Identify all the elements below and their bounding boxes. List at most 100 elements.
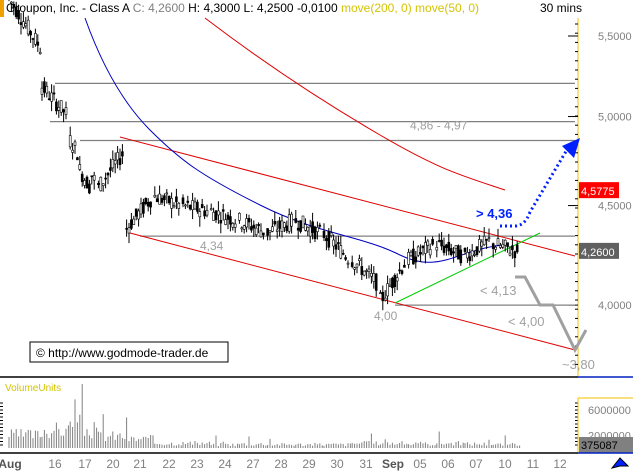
candle (311, 221, 314, 233)
candle (209, 208, 213, 211)
candle (501, 243, 505, 248)
x-tick-label: 17 (78, 457, 92, 471)
candle (468, 256, 472, 261)
candle (22, 21, 25, 28)
candle (280, 220, 284, 232)
candle (252, 224, 256, 229)
candle (278, 220, 281, 229)
candle (447, 241, 451, 252)
candle (473, 254, 476, 256)
candle (499, 245, 502, 248)
candle (271, 226, 274, 232)
y-tick-label: 4,0000 (598, 300, 632, 312)
x-tick-label: 29 (302, 457, 316, 471)
candle (257, 224, 260, 227)
ma200-price-tag (579, 182, 619, 199)
candle (34, 33, 37, 45)
candle (329, 232, 333, 236)
candle (184, 204, 187, 207)
ma200-line (204, 17, 506, 191)
candle (219, 220, 223, 224)
candle (426, 240, 430, 246)
bull-trigger-label: > 4,36 (476, 206, 513, 221)
candle (362, 270, 366, 276)
candle (437, 240, 441, 242)
x-tick-label: Aug (0, 457, 22, 471)
candle (398, 269, 401, 272)
candle (485, 239, 488, 241)
candle (99, 176, 103, 192)
candle (358, 258, 361, 261)
candle (12, 4, 16, 8)
candle (372, 273, 376, 282)
candle (45, 86, 49, 94)
candle (515, 244, 519, 253)
candle (26, 19, 30, 35)
high-label: H: (188, 1, 201, 15)
x-tick-label: 11 (527, 457, 540, 471)
ma200-legend: move(200, 0) (340, 1, 412, 15)
candle (440, 239, 443, 247)
candle (475, 246, 479, 256)
candle (203, 210, 206, 217)
candle (43, 81, 46, 93)
x-tick-label: 06 (441, 457, 455, 471)
candle (393, 275, 397, 287)
candle (445, 244, 448, 248)
candle (457, 245, 460, 260)
candle (388, 284, 392, 287)
candle (487, 237, 491, 240)
candle (339, 245, 343, 259)
watermark: © http://www.godmode-trader.de (36, 346, 209, 360)
candle (360, 266, 364, 275)
candle (511, 245, 514, 251)
candle (367, 268, 371, 272)
candle (334, 244, 338, 250)
support-trendline (394, 232, 541, 304)
candle (40, 87, 44, 95)
candle (262, 232, 265, 236)
bear-trigger-label: < 4,13 (480, 283, 517, 298)
candle (409, 251, 413, 257)
candle (139, 203, 143, 215)
candle (88, 183, 91, 194)
draw-tool-icon[interactable] (610, 457, 630, 469)
timeframe[interactable]: 30 mins (540, 1, 583, 15)
candle (491, 243, 495, 249)
volume-label: VolumeUnits (5, 383, 61, 394)
candle (322, 230, 326, 238)
ma50-line (84, 17, 506, 263)
candle (424, 242, 427, 254)
candle (350, 262, 354, 267)
candle (73, 141, 77, 146)
candle (92, 175, 96, 181)
candle (395, 277, 399, 282)
candle (172, 205, 176, 208)
ma50-legend: move(50, 0) (415, 1, 480, 15)
candle (158, 193, 161, 205)
candle (198, 211, 202, 218)
candle (337, 242, 340, 245)
candle (137, 210, 140, 220)
x-tick-label: 10 (498, 457, 512, 471)
candle (59, 100, 63, 113)
candle (355, 263, 359, 268)
candle (29, 31, 32, 36)
candle (38, 51, 42, 55)
candle (36, 41, 40, 46)
candle (238, 212, 241, 221)
candle (109, 167, 112, 171)
x-tick-label: 28 (274, 457, 288, 471)
bull-scenario-arrow (500, 147, 570, 228)
candle (170, 198, 173, 209)
x-tick-label: 21 (133, 457, 147, 471)
level-label: 4,86 - 4,97 (410, 118, 468, 132)
candle (78, 164, 82, 170)
bear-scenario-path (515, 275, 588, 354)
candle (482, 235, 486, 246)
candle (268, 230, 272, 233)
candle (313, 226, 317, 240)
watermark-box (29, 341, 229, 363)
